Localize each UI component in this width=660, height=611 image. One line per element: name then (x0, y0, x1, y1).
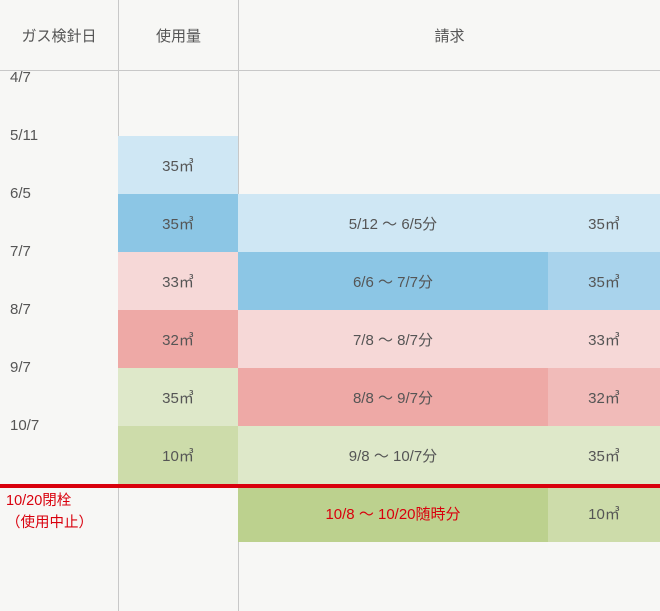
date-label: 6/5 (10, 185, 31, 202)
billing-cell: 5/12 ～ 6/5分 (238, 194, 548, 252)
billing-cell: 10/8 ～ 10/20随時分 (238, 484, 548, 542)
date-label: 10/7 (10, 417, 39, 434)
usage-cell: 33㎥ (118, 252, 238, 310)
amount-cell: 35㎥ (548, 426, 660, 484)
usage-cell: 10㎥ (118, 426, 238, 484)
billing-cell: 6/6 ～ 7/7分 (238, 252, 548, 310)
usage-cell: 35㎥ (118, 136, 238, 194)
amount-cell: 10㎥ (548, 484, 660, 542)
date-label: 5/11 (10, 127, 38, 144)
header-divider (0, 70, 660, 71)
header-billing: 請求 (238, 0, 660, 70)
date-label: 9/7 (10, 359, 31, 376)
usage-cell: 32㎥ (118, 310, 238, 368)
amount-cell: 32㎥ (548, 368, 660, 426)
date-label: 8/7 (10, 301, 31, 318)
usage-cell: 35㎥ (118, 368, 238, 426)
closure-label: 10/20閉栓 （使用中止） (6, 491, 93, 535)
header-usage: 使用量 (118, 0, 238, 70)
amount-cell: 35㎥ (548, 252, 660, 310)
header-date: ガス検針日 (0, 25, 118, 46)
date-label: 7/7 (10, 243, 31, 260)
table-container: ガス検針日 使用量 請求 4/7 5/11 6/5 7/7 8/7 9/7 10/7 35㎥… (0, 0, 660, 611)
table-header-row: ガス検針日 使用量 請求 (0, 0, 660, 70)
date-label: 4/7 (10, 69, 31, 86)
amount-cell: 33㎥ (548, 310, 660, 368)
billing-cell: 9/8 ～ 10/7分 (238, 426, 548, 484)
amount-cell: 35㎥ (548, 194, 660, 252)
closure-line1: 10/20閉栓 (6, 493, 71, 509)
red-divider-line (0, 484, 660, 488)
billing-cell: 8/8 ～ 9/7分 (238, 368, 548, 426)
billing-cell: 7/8 ～ 8/7分 (238, 310, 548, 368)
usage-cell: 35㎥ (118, 194, 238, 252)
closure-line2: （使用中止） (6, 515, 93, 531)
